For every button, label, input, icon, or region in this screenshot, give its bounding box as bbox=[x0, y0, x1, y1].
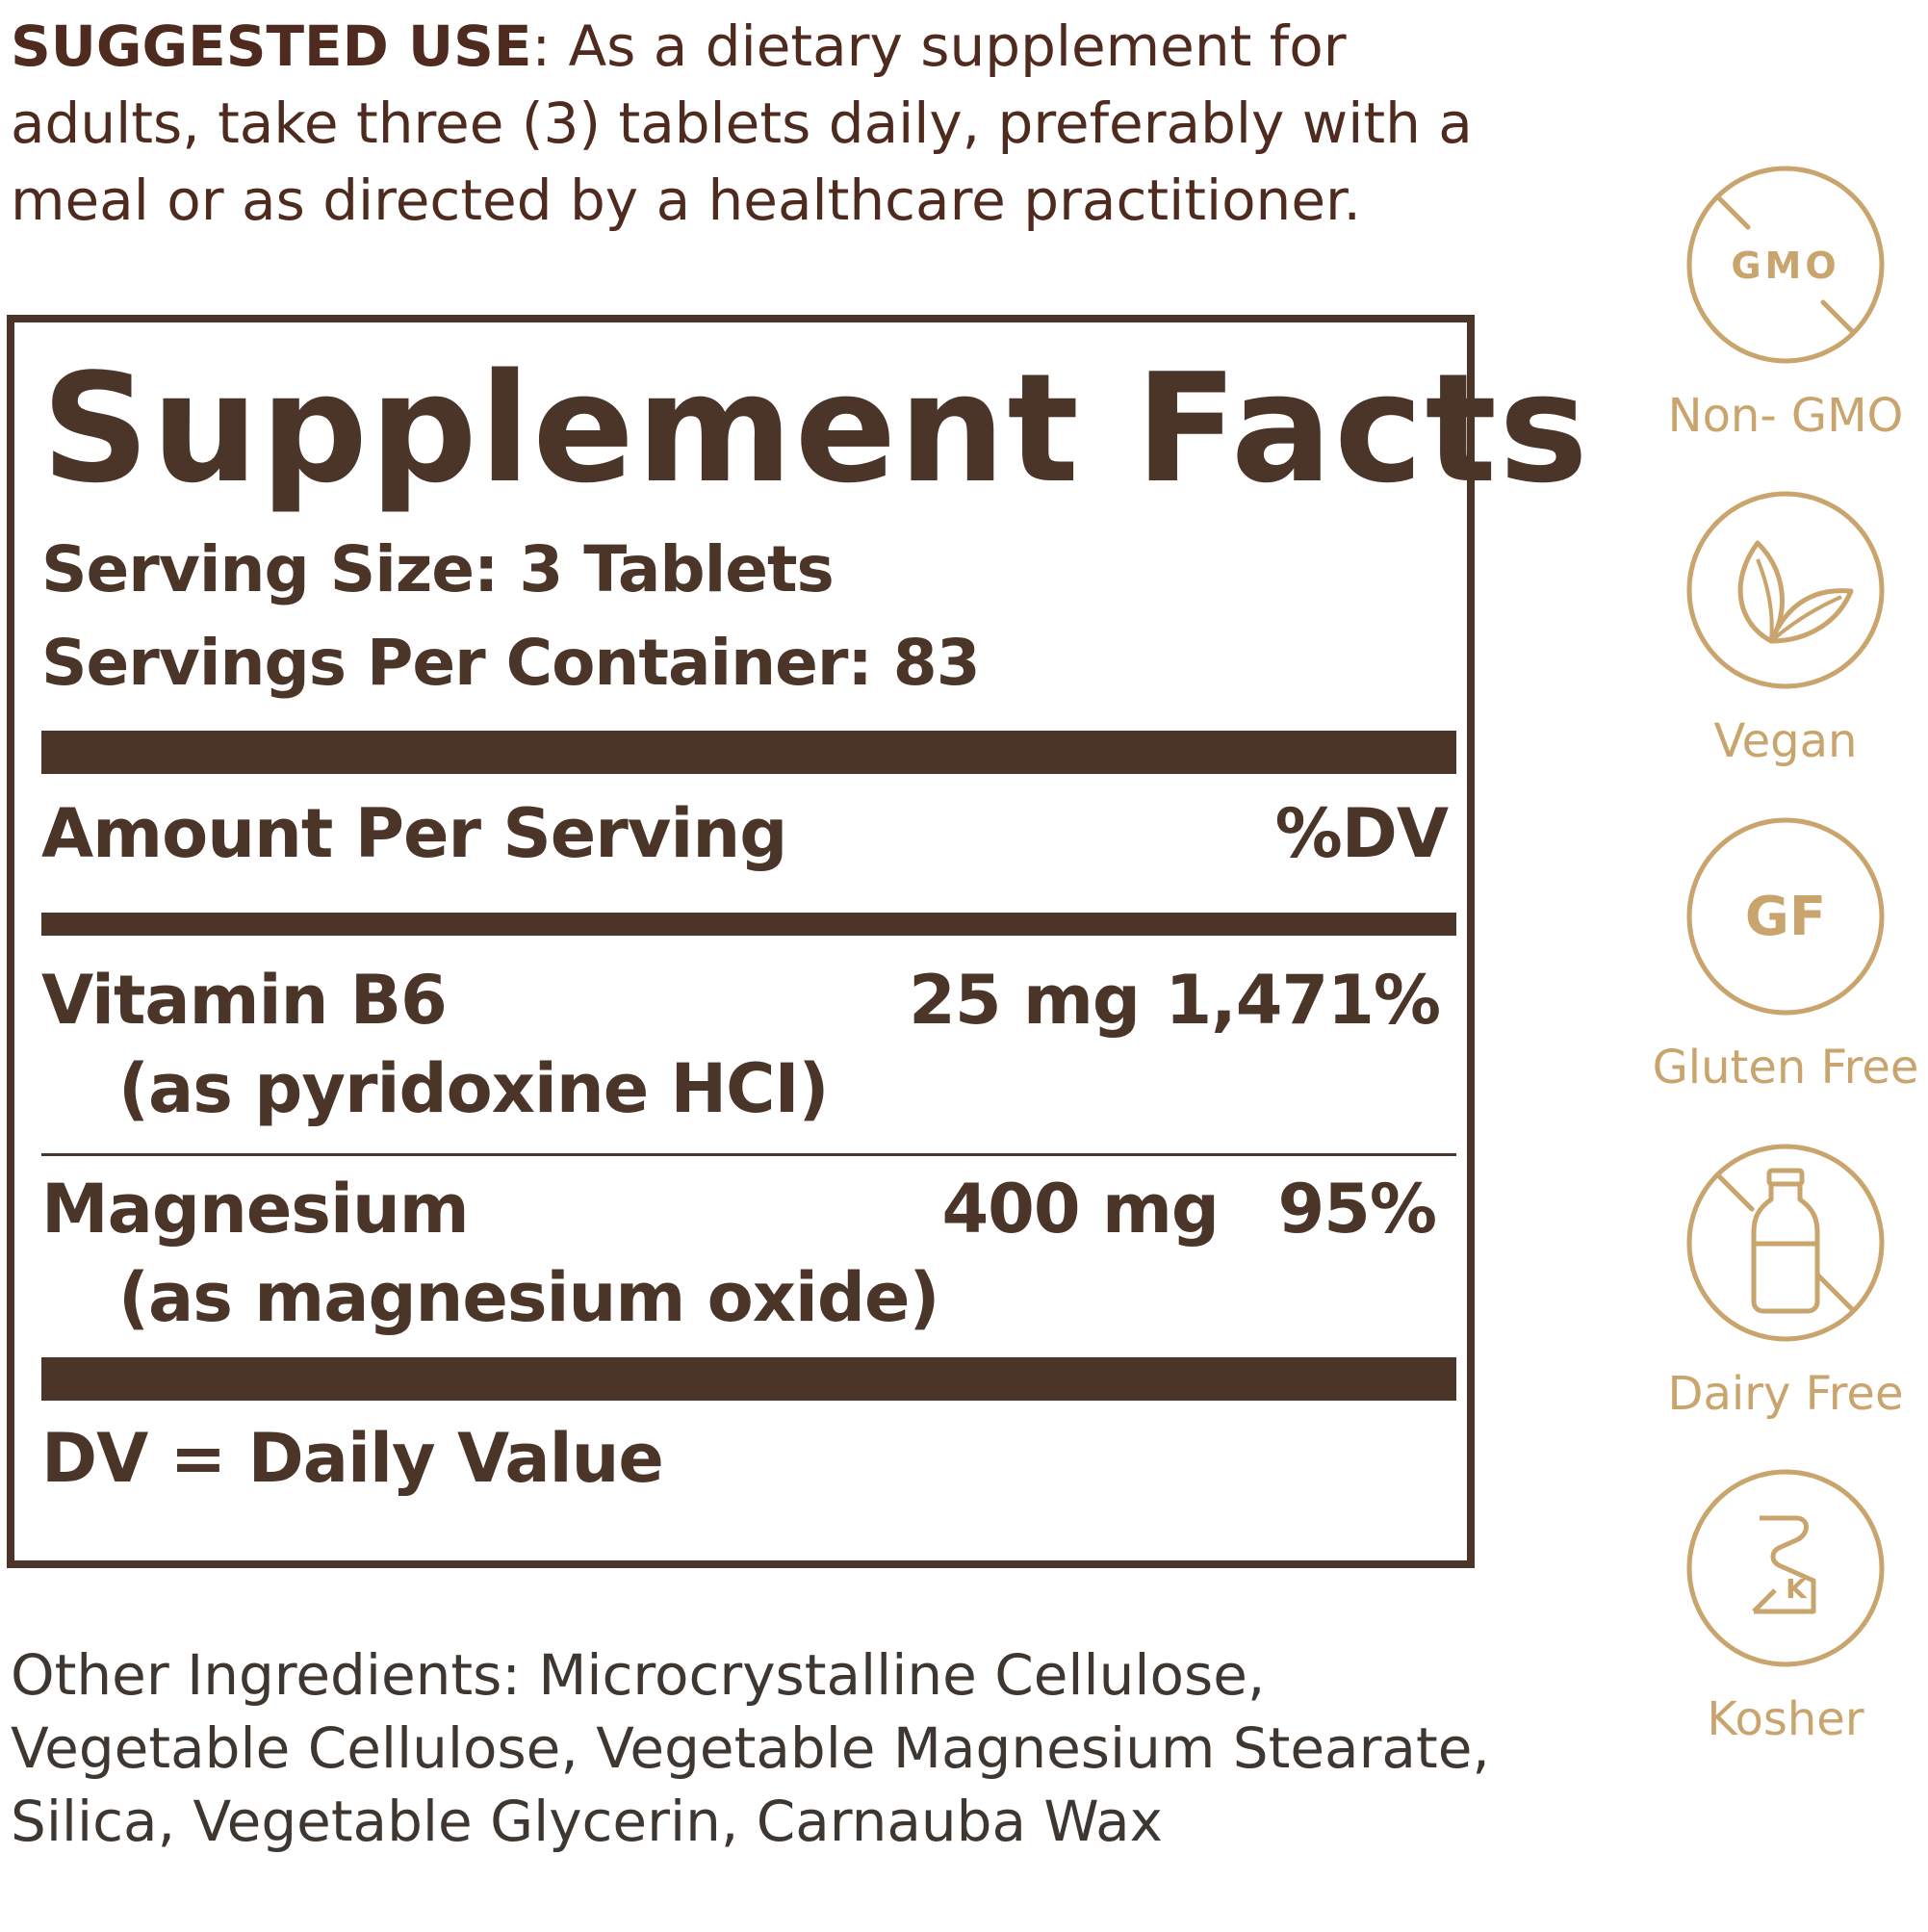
badge-label: Kosher bbox=[1707, 1692, 1864, 1746]
thick-divider bbox=[41, 1357, 1456, 1401]
dv-footnote: DV = Daily Value bbox=[41, 1419, 664, 1498]
serving-size: Serving Size: 3 Tablets bbox=[41, 532, 835, 606]
badge-dairy-free: Dairy Free bbox=[1651, 1140, 1920, 1421]
badge-non-gmo: GMO Non- GMO bbox=[1651, 162, 1920, 443]
facts-title: Supplement Facts bbox=[41, 341, 1590, 516]
badge-gluten-free: GF Gluten Free bbox=[1651, 813, 1920, 1095]
suggested-use: SUGGESTED USE: As a dietary supplement f… bbox=[11, 8, 1512, 239]
kosher-icon: K bbox=[1686, 1469, 1885, 1667]
suggested-use-label: SUGGESTED USE bbox=[11, 13, 532, 79]
nutrient-dv: 95% bbox=[1277, 1170, 1437, 1249]
other-ingredients: Other Ingredients: Microcrystalline Cell… bbox=[11, 1642, 1490, 1854]
nutrient-amount: 25 mg bbox=[909, 961, 1141, 1040]
nutrient-dv: 1,471% bbox=[1165, 961, 1441, 1040]
thin-divider bbox=[41, 1153, 1456, 1156]
badge-kosher: K Kosher bbox=[1651, 1465, 1920, 1746]
gmo-crossed-icon: GMO bbox=[1686, 166, 1885, 364]
supplement-facts-panel: Supplement Facts Serving Size: 3 Tablets… bbox=[7, 315, 1588, 1568]
gmo-icon-text: GMO bbox=[1731, 245, 1839, 287]
badge-vegan: Vegan bbox=[1651, 487, 1920, 768]
kosher-icon-text: K bbox=[1786, 1573, 1808, 1605]
dv-header: %DV bbox=[1274, 794, 1449, 873]
leaf-icon bbox=[1686, 491, 1885, 689]
nutrient-name: Magnesium bbox=[41, 1170, 470, 1249]
amount-header: Amount Per Serving bbox=[41, 794, 787, 873]
milk-bottle-crossed-icon bbox=[1686, 1144, 1885, 1342]
badge-label: Dairy Free bbox=[1667, 1367, 1904, 1421]
badge-label: Vegan bbox=[1713, 714, 1858, 768]
badge-label: Non- GMO bbox=[1667, 389, 1904, 443]
suggested-use-text: : As a dietary supplement for adults, ta… bbox=[11, 13, 1473, 233]
nutrient-source: (as magnesium oxide) bbox=[118, 1258, 939, 1337]
nutrient-amount: 400 mg bbox=[941, 1170, 1220, 1249]
nutrient-name: Vitamin B6 bbox=[41, 961, 448, 1040]
nutrient-source: (as pyridoxine HCI) bbox=[118, 1049, 830, 1128]
thick-divider bbox=[41, 731, 1456, 774]
gf-icon: GF bbox=[1686, 817, 1885, 1016]
badge-label: Gluten Free bbox=[1652, 1041, 1919, 1095]
gf-icon-text: GF bbox=[1745, 886, 1826, 948]
medium-divider bbox=[41, 913, 1456, 936]
servings-per-container: Servings Per Container: 83 bbox=[41, 626, 981, 700]
